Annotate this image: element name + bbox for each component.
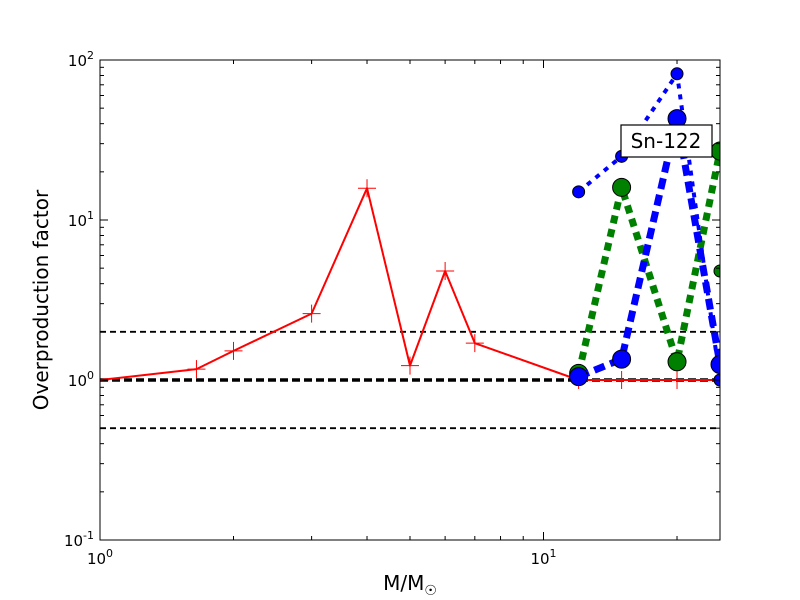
- point-marker: [187, 360, 206, 379]
- y-tick-label: 100: [68, 369, 94, 390]
- annotation-box: Sn-122: [620, 124, 713, 158]
- x-axis-label-subscript: ☉: [424, 583, 437, 599]
- point-marker: [224, 341, 243, 360]
- y-tick-label: 101: [68, 209, 94, 230]
- plot-background: [100, 60, 720, 540]
- x-axis-label: M/M☉: [383, 571, 437, 599]
- point-marker: [710, 354, 720, 374]
- point-marker: [667, 352, 687, 372]
- series-line-1: [577, 71, 720, 381]
- y-tick-label: 10-1: [64, 529, 94, 550]
- series-0: [100, 179, 720, 389]
- point-marker: [358, 179, 377, 198]
- x-tick-label: 101: [530, 547, 556, 568]
- point-marker: [572, 185, 586, 199]
- point-marker: [612, 371, 631, 389]
- point-marker: [670, 67, 684, 81]
- point-marker: [436, 262, 455, 281]
- series-3: [569, 109, 720, 387]
- series-layer: [100, 67, 720, 389]
- x-tick-label: 100: [87, 547, 113, 568]
- point-marker: [401, 356, 419, 375]
- ticks: [99, 59, 720, 541]
- y-tick-label: 102: [68, 49, 94, 70]
- y-axis-label: Overproduction factor: [29, 189, 53, 410]
- point-marker: [612, 349, 632, 369]
- series-line-3: [577, 115, 720, 380]
- point-marker: [569, 367, 589, 387]
- annotation-label: Sn-122: [631, 129, 702, 153]
- series-line-0: [100, 187, 720, 381]
- point-marker: [302, 304, 321, 323]
- point-marker: [465, 334, 484, 353]
- point-marker: [668, 371, 687, 389]
- point-marker: [612, 177, 632, 197]
- x-axis-label-main: M/M: [383, 571, 424, 595]
